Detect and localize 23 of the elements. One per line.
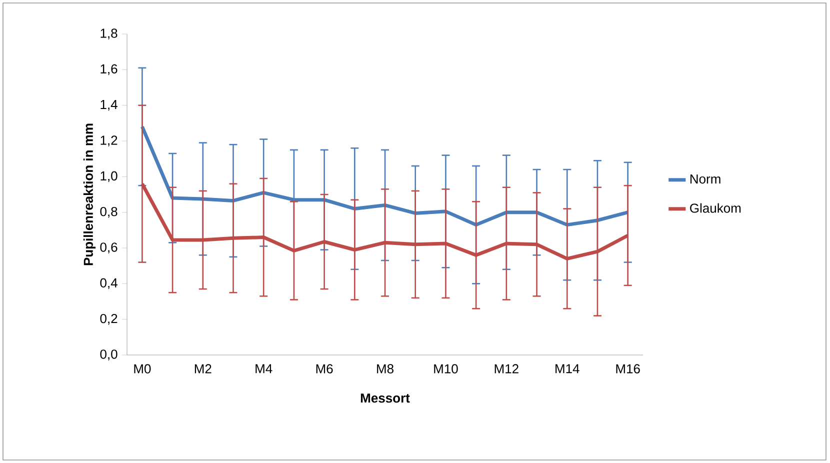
y-tick-label: 1,8: [100, 28, 118, 40]
y-tick-label: 0,8: [100, 206, 118, 218]
x-tick-label: M0: [134, 364, 151, 374]
x-tick-label: M2: [194, 364, 212, 374]
y-tick-label: 1,4: [100, 100, 118, 111]
x-tick-label: M12: [494, 364, 518, 374]
x-tick-label: M14: [556, 364, 580, 374]
legend-label: Glaukom: [690, 203, 741, 213]
legend-label: Norm: [690, 174, 720, 184]
y-tick-label: 0,6: [100, 242, 118, 254]
x-axis-title: Messort: [360, 394, 410, 403]
y-tick-label: 0,4: [100, 278, 118, 290]
x-tick-label: M4: [256, 364, 272, 374]
y-tick-label: 1,0: [100, 171, 118, 182]
y-axis-title: Pupillenreaktion in mm: [83, 124, 96, 266]
y-tick-label: 1,2: [100, 136, 118, 146]
x-tick-label: M16: [616, 364, 640, 374]
y-tick-label: 1,6: [100, 64, 118, 76]
x-tick-label: M10: [434, 364, 458, 374]
y-tick-label: 0,0: [100, 350, 118, 360]
y-tick-label: 0,2: [100, 314, 118, 325]
x-tick-label: M8: [377, 364, 394, 374]
x-tick-label: M6: [316, 364, 333, 374]
